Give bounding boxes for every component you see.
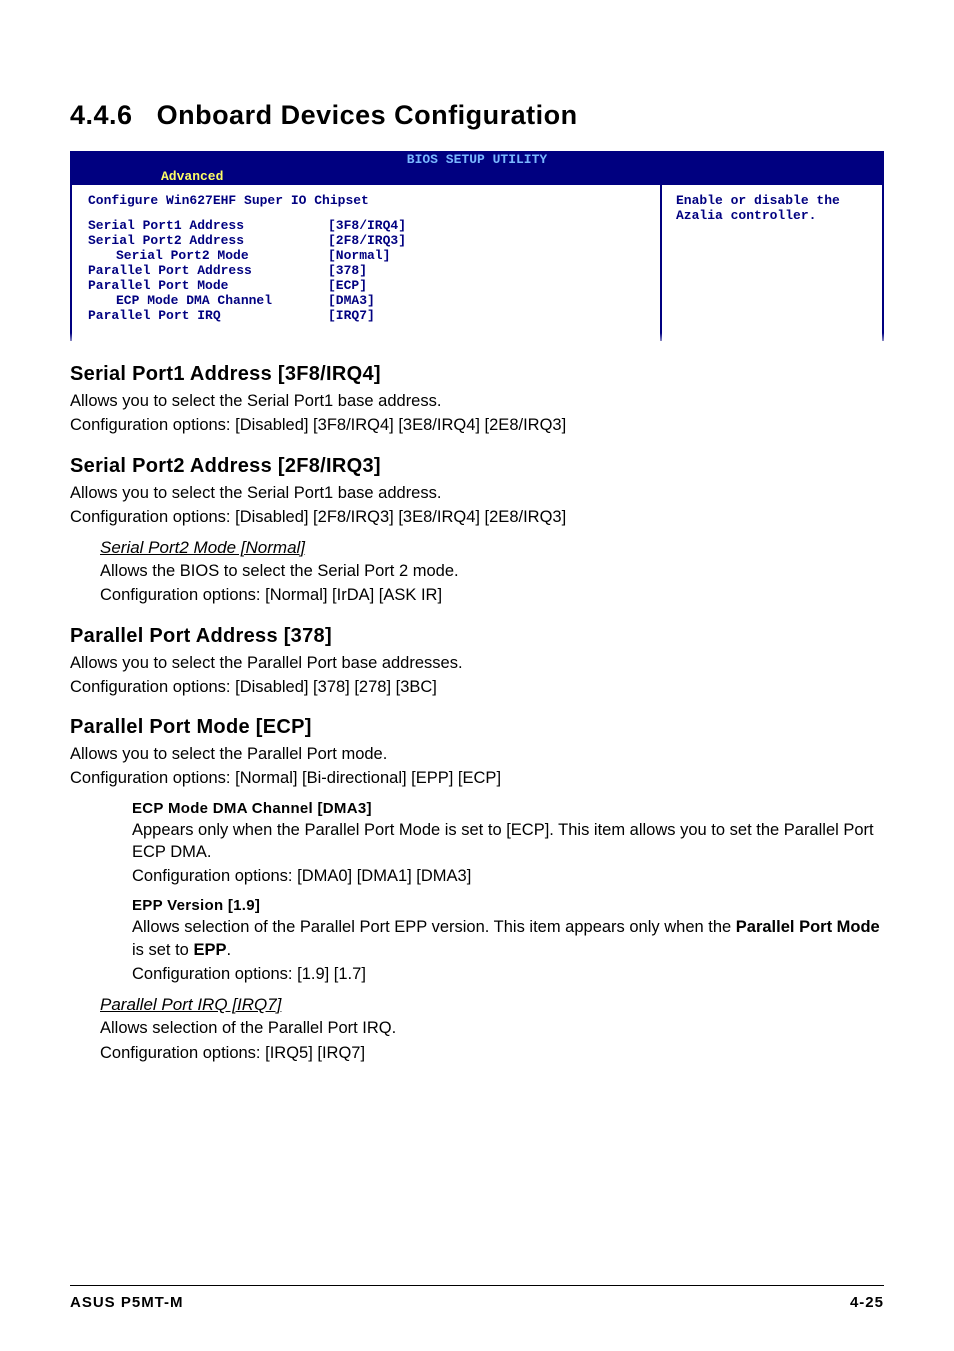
subitem-config: Configuration options: [IRQ5] [IRQ7] — [100, 1042, 884, 1064]
section-title: Onboard Devices Configuration — [157, 100, 578, 130]
bios-setting-value: [2F8/IRQ3] — [328, 233, 406, 248]
bios-config-line: Configure Win627EHF Super IO Chipset — [88, 193, 648, 208]
item-desc: Allows you to select the Parallel Port m… — [70, 743, 884, 765]
subitem-config: Configuration options: [Normal] [IrDA] [… — [100, 584, 884, 606]
item-desc: Allows you to select the Parallel Port b… — [70, 652, 884, 674]
footer-right: 4-25 — [850, 1294, 884, 1311]
item-config: Configuration options: [Normal] [Bi-dire… — [70, 767, 884, 789]
bios-tab-advanced: Advanced — [157, 169, 227, 184]
bios-setting-value: [3F8/IRQ4] — [328, 218, 406, 233]
item-desc: Allows you to select the Serial Port1 ba… — [70, 390, 884, 412]
section-heading: 4.4.6 Onboard Devices Configuration — [70, 100, 884, 131]
bios-help-line: Azalia controller. — [676, 208, 872, 223]
bios-setting-label: Parallel Port Mode — [88, 278, 328, 293]
bios-setting-label: Parallel Port Address — [88, 263, 328, 278]
bios-setting-label: Serial Port2 Address — [88, 233, 328, 248]
bios-title: BIOS SETUP UTILITY — [72, 152, 882, 167]
bios-setting-value: [378] — [328, 263, 367, 278]
bios-setting-label: Parallel Port IRQ — [88, 308, 328, 323]
subitem-desc: Allows the BIOS to select the Serial Por… — [100, 560, 884, 582]
section-number: 4.4.6 — [70, 100, 133, 130]
bios-setting-value: [Normal] — [328, 248, 390, 263]
bios-setting-row: ECP Mode DMA Channel[DMA3] — [88, 293, 648, 308]
text-bold: Parallel Port Mode — [736, 918, 880, 936]
subitem-desc: Allows selection of the Parallel Port EP… — [132, 916, 884, 961]
bios-setting-label: ECP Mode DMA Channel — [88, 293, 328, 308]
subitem-desc: Allows selection of the Parallel Port IR… — [100, 1017, 884, 1039]
item-config: Configuration options: [Disabled] [378] … — [70, 676, 884, 698]
bios-help-panel: Enable or disable the Azalia controller. — [662, 185, 882, 341]
text-run: . — [226, 941, 231, 959]
subitem-title-epp: EPP Version [1.9] — [132, 897, 884, 914]
bios-left-panel: Configure Win627EHF Super IO Chipset Ser… — [72, 185, 662, 341]
bios-setting-value: [IRQ7] — [328, 308, 375, 323]
footer-left: ASUS P5MT-M — [70, 1294, 184, 1311]
bios-setting-row: Serial Port2 Mode[Normal] — [88, 248, 648, 263]
bios-setting-row: Serial Port1 Address[3F8/IRQ4] — [88, 218, 648, 233]
item-heading-ppa: Parallel Port Address [378] — [70, 625, 884, 648]
text-run: is set to — [132, 941, 193, 959]
bios-setting-row: Parallel Port IRQ[IRQ7] — [88, 308, 648, 323]
item-config: Configuration options: [Disabled] [2F8/I… — [70, 506, 884, 528]
bios-setting-value: [ECP] — [328, 278, 367, 293]
text-bold: EPP — [193, 941, 226, 959]
subitem-config: Configuration options: [1.9] [1.7] — [132, 963, 884, 985]
bios-setting-label: Serial Port2 Mode — [88, 248, 328, 263]
text-run: Allows selection of the Parallel Port EP… — [132, 918, 736, 936]
bios-setting-row: Parallel Port Address[378] — [88, 263, 648, 278]
subitem-desc: Appears only when the Parallel Port Mode… — [132, 819, 884, 864]
bios-help-line: Enable or disable the — [676, 193, 872, 208]
item-heading-sp1: Serial Port1 Address [3F8/IRQ4] — [70, 363, 884, 386]
bios-setting-label: Serial Port1 Address — [88, 218, 328, 233]
subitem-title-ecp: ECP Mode DMA Channel [DMA3] — [132, 800, 884, 817]
bios-setting-row: Parallel Port Mode[ECP] — [88, 278, 648, 293]
item-config: Configuration options: [Disabled] [3F8/I… — [70, 414, 884, 436]
bios-screenshot: BIOS SETUP UTILITY Advanced Configure Wi… — [70, 151, 884, 341]
item-heading-ppm: Parallel Port Mode [ECP] — [70, 716, 884, 739]
subitem-config: Configuration options: [DMA0] [DMA1] [DM… — [132, 865, 884, 887]
subitem-title-ppirq: Parallel Port IRQ [IRQ7] — [100, 995, 884, 1015]
bios-setting-row: Serial Port2 Address[2F8/IRQ3] — [88, 233, 648, 248]
item-heading-sp2: Serial Port2 Address [2F8/IRQ3] — [70, 455, 884, 478]
item-desc: Allows you to select the Serial Port1 ba… — [70, 482, 884, 504]
bios-header: BIOS SETUP UTILITY Advanced — [72, 151, 882, 185]
page-footer: ASUS P5MT-M 4-25 — [70, 1285, 884, 1311]
subitem-title-sp2mode: Serial Port2 Mode [Normal] — [100, 538, 884, 558]
bios-setting-value: [DMA3] — [328, 293, 375, 308]
